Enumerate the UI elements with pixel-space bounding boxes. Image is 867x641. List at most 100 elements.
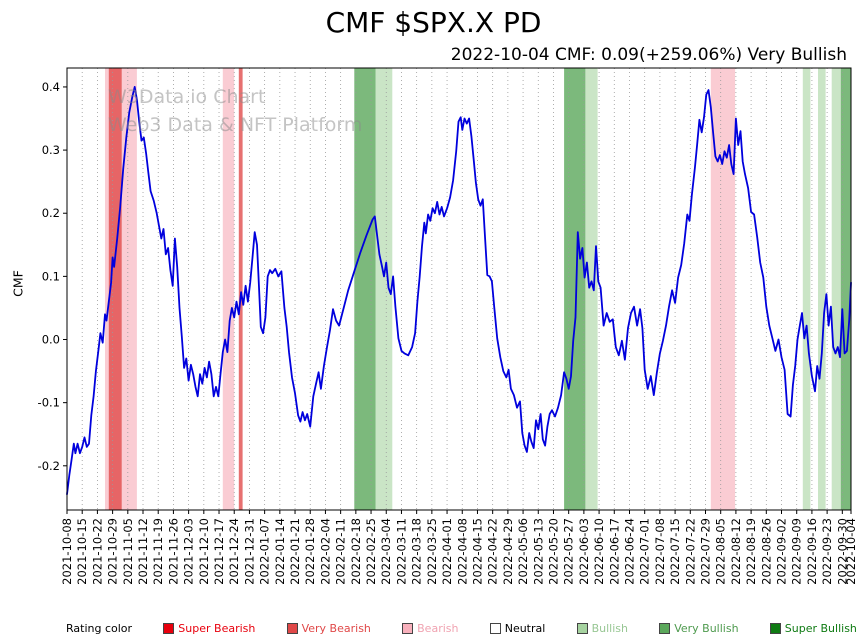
x-tick-label: 2022-06-24 — [622, 518, 636, 585]
x-tick-label: 2022-07-22 — [683, 518, 697, 585]
legend-swatch-super_bullish — [769, 623, 781, 634]
legend-item-very_bullish: Very Bullish — [659, 622, 739, 635]
x-tick-label: 2021-10-08 — [60, 518, 74, 585]
page-title: CMF $SPX.X PD — [325, 6, 542, 39]
rating-band-very_bearish — [108, 68, 122, 510]
legend-label-bullish: Bullish — [591, 622, 628, 635]
x-tick-label: 2022-03-04 — [379, 518, 393, 585]
x-tick-label: 2022-07-01 — [638, 518, 652, 585]
x-tick-label: 2022-08-05 — [714, 518, 728, 585]
rating-band-bullish — [802, 68, 811, 510]
rating-band-bearish — [222, 68, 235, 510]
x-tick-label: 2021-10-15 — [75, 518, 89, 585]
x-tick-label: 2021-11-05 — [121, 518, 135, 585]
x-tick-label: 2022-02-25 — [364, 518, 378, 585]
x-tick-label: 2022-04-15 — [470, 518, 484, 585]
x-tick-label: 2022-06-10 — [592, 518, 606, 585]
gridlines — [66, 68, 852, 510]
cmf-line-series — [66, 86, 852, 496]
legend-item-super_bullish: Super Bullish — [769, 622, 857, 635]
x-tick-label: 2022-01-07 — [258, 518, 272, 585]
x-tick-label: 2021-11-26 — [166, 518, 180, 585]
rating-band-bullish — [375, 68, 393, 510]
x-axis-ticks: 2021-10-08 2021-10-15 2021-10-22 2021-10-29… — [60, 510, 858, 585]
x-tick-label: 2021-12-17 — [212, 518, 226, 585]
x-tick-label: 2022-09-09 — [790, 518, 804, 585]
x-tick-label: 2022-08-19 — [744, 518, 758, 585]
y-tick-label: 0.2 — [42, 206, 60, 220]
x-tick-label: 2022-09-30 — [835, 518, 849, 585]
legend-item-bearish: Bearish — [402, 622, 458, 635]
rating-legend: Rating color Super Bearish Very Bearish Be… — [66, 622, 857, 635]
rating-band-bullish — [585, 68, 598, 510]
legend-item-bullish: Bullish — [576, 622, 628, 635]
x-tick-label: 2021-12-24 — [227, 518, 241, 585]
rating-band-very_bullish — [354, 68, 376, 510]
legend-label-super_bearish: Super Bearish — [178, 622, 256, 635]
x-tick-label: 2022-02-11 — [334, 518, 348, 585]
x-tick-label: 2022-07-15 — [668, 518, 682, 585]
x-tick-label: 2022-04-08 — [455, 518, 469, 585]
x-tick-label: 2022-07-08 — [653, 518, 667, 585]
x-tick-label: 2022-05-13 — [531, 518, 545, 585]
legend-swatch-neutral — [489, 623, 501, 634]
x-tick-label: 2022-03-25 — [425, 518, 439, 585]
legend-label-neutral: Neutral — [504, 622, 546, 635]
chart-subtitle: 2022-10-04 CMF: 0.09(+259.06%) Very Bull… — [450, 45, 847, 65]
legend-label-bearish: Bearish — [417, 622, 459, 635]
x-tick-label: 2022-01-28 — [303, 518, 317, 585]
x-tick-label: 2022-04-01 — [440, 518, 454, 585]
legend-label-super_bullish: Super Bullish — [784, 622, 857, 635]
x-tick-label: 2021-11-12 — [136, 518, 150, 585]
legend-label-very_bearish: Very Bearish — [301, 622, 371, 635]
legend-swatch-super_bearish — [163, 623, 175, 634]
x-tick-label: 2022-06-03 — [577, 518, 591, 585]
legend-label-very_bullish: Very Bullish — [674, 622, 739, 635]
x-tick-label: 2022-01-14 — [273, 518, 287, 585]
x-tick-label: 2022-05-20 — [546, 518, 560, 585]
x-tick-label: 2022-10-04 — [844, 518, 858, 585]
x-tick-label: 2022-02-04 — [318, 518, 332, 585]
y-tick-label: 0.0 — [42, 333, 60, 347]
y-axis-ticks: -0.2 -0.1 0.0 0.1 0.2 0.3 0.4 — [38, 80, 67, 473]
rating-band-very_bullish — [840, 68, 851, 510]
rating-band-very_bullish — [564, 68, 586, 510]
legend-swatch-bearish — [402, 623, 414, 634]
x-tick-label: 2022-08-26 — [759, 518, 773, 585]
x-tick-label: 2021-11-19 — [151, 518, 165, 585]
x-tick-label: 2022-05-06 — [516, 518, 530, 585]
x-tick-label: 2021-12-03 — [182, 518, 196, 585]
x-tick-label: 2022-02-18 — [349, 518, 363, 585]
x-tick-label: 2022-08-12 — [729, 518, 743, 585]
x-tick-label: 2022-07-29 — [698, 518, 712, 585]
legend-swatch-very_bearish — [286, 623, 298, 634]
x-tick-label: 2022-04-29 — [501, 518, 515, 585]
y-tick-label: -0.1 — [38, 396, 60, 410]
plot-border — [66, 67, 852, 511]
x-tick-label: 2022-06-17 — [607, 518, 621, 585]
rating-band-very_bearish — [238, 68, 243, 510]
y-tick-label: 0.3 — [42, 143, 60, 157]
y-tick-label: 0.1 — [42, 269, 60, 283]
x-tick-label: 2022-03-18 — [410, 518, 424, 585]
x-tick-label: 2021-10-22 — [90, 518, 104, 585]
legend-item-very_bearish: Very Bearish — [286, 622, 371, 635]
x-tick-label: 2022-05-27 — [562, 518, 576, 585]
y-axis-label: CMF — [10, 270, 26, 297]
x-tick-label: 2021-10-29 — [106, 518, 120, 585]
x-tick-label: 2022-09-16 — [805, 518, 819, 585]
x-tick-label: 2021-12-31 — [242, 518, 256, 585]
x-tick-label: 2021-12-10 — [197, 518, 211, 585]
legend-swatch-bullish — [576, 623, 588, 634]
legend-swatch-very_bullish — [659, 623, 671, 634]
x-tick-label: 2022-04-22 — [486, 518, 500, 585]
rating-band-bearish — [710, 68, 736, 510]
x-tick-label: 2022-09-02 — [775, 518, 789, 585]
legend-item-neutral: Neutral — [489, 622, 546, 635]
x-tick-label: 2022-09-23 — [820, 518, 834, 585]
rating-band-bullish — [818, 68, 826, 510]
y-tick-label: 0.4 — [42, 80, 60, 94]
legend-heading: Rating color — [66, 622, 133, 635]
x-tick-label: 2022-03-11 — [394, 518, 408, 585]
